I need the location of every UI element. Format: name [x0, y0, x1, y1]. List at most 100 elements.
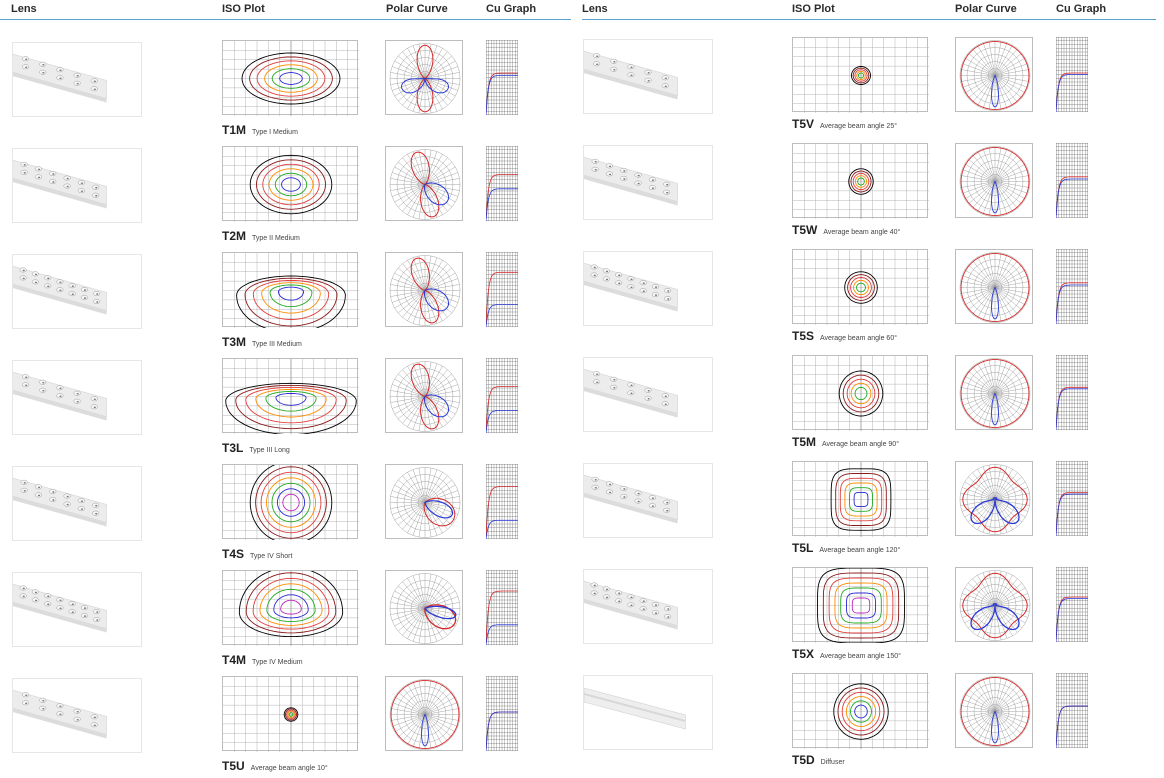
cu-graph	[486, 464, 518, 539]
lens-description: Diffuser	[820, 759, 845, 766]
iso-contour	[276, 488, 306, 517]
iso-contour	[850, 700, 872, 723]
iso-contour	[280, 599, 302, 615]
cu-grid	[486, 676, 518, 751]
iso-contour	[854, 69, 868, 82]
lens-description: Average beam angle 10°	[250, 765, 328, 772]
iso-contour	[238, 571, 344, 638]
product-row: T3M Type III Medium	[0, 252, 571, 358]
lens-strip	[13, 371, 107, 421]
iso-contour	[249, 154, 333, 215]
polar-curve	[955, 355, 1033, 430]
iso-contour	[277, 286, 305, 301]
polar-series	[960, 359, 1030, 428]
polar-series	[991, 74, 999, 108]
cu-curve	[1056, 284, 1088, 324]
polar-series	[991, 710, 999, 744]
polar-series	[970, 497, 1020, 525]
polar-series	[421, 713, 429, 747]
polar-curve	[955, 249, 1033, 324]
polar-series	[424, 605, 457, 620]
lens-strip	[13, 689, 107, 739]
iso-plot	[222, 146, 359, 222]
row-label: T1M Type I Medium	[222, 123, 298, 137]
product-row: T1M Type I Medium	[0, 40, 571, 146]
polar-grid	[389, 43, 461, 114]
cu-grid	[486, 570, 518, 645]
iso-contour	[255, 388, 327, 418]
iso-contour	[822, 572, 900, 639]
lens-strip	[584, 368, 678, 418]
iso-contour	[850, 382, 872, 405]
panel-left: Lens ISO Plot Polar Curve Cu Graph T1M Ty…	[0, 0, 571, 778]
iso-contour	[287, 710, 295, 719]
iso-contour	[266, 477, 316, 528]
lens-image	[12, 466, 142, 541]
product-row: T5U Average beam angle 10°	[0, 676, 571, 778]
iso-grid	[793, 250, 929, 325]
iso-contour	[271, 68, 311, 89]
iso-contour	[857, 72, 865, 79]
iso-plot	[792, 567, 929, 643]
lens-code: T5M	[792, 435, 816, 449]
polar-series	[424, 500, 454, 519]
iso-contour	[840, 587, 882, 624]
polar-grid	[389, 679, 461, 750]
iso-contour	[265, 390, 317, 412]
iso-contour	[273, 594, 309, 619]
cu-curve	[486, 711, 518, 751]
iso-contour	[284, 708, 298, 721]
cu-curve	[1056, 388, 1088, 430]
lens-strip	[584, 474, 678, 524]
polar-series	[424, 288, 449, 312]
lens-image	[583, 251, 713, 326]
lens-strip	[584, 50, 678, 100]
product-row: T4S Type IV Short	[0, 464, 571, 570]
cu-grid	[486, 358, 518, 433]
cu-curve	[486, 386, 518, 433]
row-label: T5V Average beam angle 25°	[792, 117, 897, 131]
lens-description: Average beam angle 120°	[819, 547, 901, 554]
iso-contour	[262, 163, 320, 206]
polar-series	[416, 44, 434, 113]
iso-plot	[222, 40, 359, 116]
lens-description: Type IV Medium	[252, 659, 303, 666]
iso-contour	[851, 597, 871, 614]
product-row: T5X Average beam angle 150°	[582, 567, 1156, 673]
iso-plot	[222, 464, 359, 540]
iso-contour	[844, 482, 878, 517]
lens-image	[12, 572, 142, 647]
iso-contour	[282, 493, 300, 512]
iso-contour	[854, 704, 868, 719]
polar-curve	[385, 252, 463, 327]
cu-curve	[1056, 493, 1088, 536]
cu-curve	[486, 174, 518, 221]
polar-grid	[389, 361, 461, 432]
cu-graph	[1056, 37, 1088, 112]
cu-grid	[1056, 249, 1088, 324]
cu-curve	[486, 590, 518, 645]
cu-grid	[486, 464, 518, 539]
polar-series	[991, 286, 999, 320]
lens-code: T1M	[222, 123, 246, 137]
lens-code: T2M	[222, 229, 246, 243]
iso-plot	[222, 358, 359, 434]
iso-contour	[846, 378, 876, 409]
product-row: T4M Type IV Medium	[0, 570, 571, 676]
lens-strip	[13, 583, 107, 633]
header-lens: Lens	[582, 3, 608, 15]
cu-curve	[1056, 386, 1088, 430]
cu-grid	[1056, 461, 1088, 536]
polar-series	[991, 180, 999, 214]
header-polar-curve: Polar Curve	[386, 3, 448, 15]
polar-curve	[955, 673, 1033, 748]
polar-curve	[385, 464, 463, 539]
iso-contour	[264, 64, 318, 93]
row-label: T2M Type II Medium	[222, 229, 300, 243]
polar-curve	[385, 40, 463, 115]
row-label: T4S Type IV Short	[222, 547, 292, 561]
iso-plot	[792, 355, 929, 431]
cu-grid	[1056, 143, 1088, 218]
cu-curve	[1056, 74, 1088, 112]
iso-contour	[837, 687, 885, 736]
